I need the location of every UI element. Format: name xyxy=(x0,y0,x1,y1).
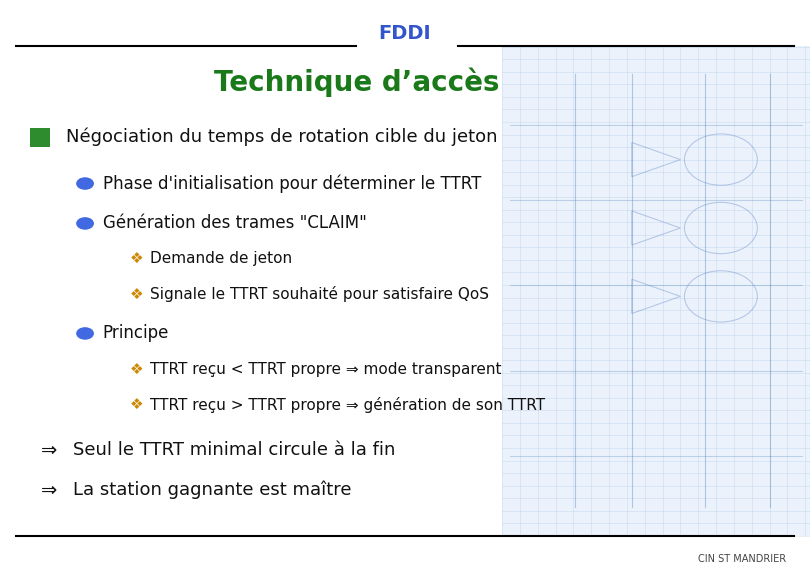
Text: Génération des trames "CLAIM": Génération des trames "CLAIM" xyxy=(103,214,367,233)
Text: ⇒: ⇒ xyxy=(40,481,57,500)
Text: Seul le TTRT minimal circule à la fin: Seul le TTRT minimal circule à la fin xyxy=(73,441,395,459)
Text: CIN ST MANDRIER: CIN ST MANDRIER xyxy=(697,554,786,564)
Circle shape xyxy=(76,177,94,190)
Text: Négociation du temps de rotation cible du jeton: Négociation du temps de rotation cible d… xyxy=(66,128,498,146)
Text: ❖: ❖ xyxy=(130,287,143,302)
Bar xyxy=(30,128,50,147)
Circle shape xyxy=(76,327,94,340)
Text: ❖: ❖ xyxy=(130,397,143,412)
Text: Principe: Principe xyxy=(103,324,169,343)
Text: La station gagnante est maître: La station gagnante est maître xyxy=(73,481,352,499)
Text: TTRT reçu < TTRT propre ⇒ mode transparent: TTRT reçu < TTRT propre ⇒ mode transpare… xyxy=(150,362,501,377)
Circle shape xyxy=(76,217,94,230)
Bar xyxy=(502,46,810,536)
Text: TTRT reçu > TTRT propre ⇒ génération de son TTRT: TTRT reçu > TTRT propre ⇒ génération de … xyxy=(150,397,545,413)
Text: Signale le TTRT souhaité pour satisfaire QoS: Signale le TTRT souhaité pour satisfaire… xyxy=(150,286,489,302)
Text: ❖: ❖ xyxy=(130,362,143,377)
Text: FDDI: FDDI xyxy=(379,24,431,43)
Text: ❖: ❖ xyxy=(130,251,143,266)
Text: ⇒: ⇒ xyxy=(40,441,57,460)
Text: Technique d’accès: Technique d’accès xyxy=(214,68,499,97)
Text: Demande de jeton: Demande de jeton xyxy=(150,251,292,266)
Text: Phase d'initialisation pour déterminer le TTRT: Phase d'initialisation pour déterminer l… xyxy=(103,174,481,193)
